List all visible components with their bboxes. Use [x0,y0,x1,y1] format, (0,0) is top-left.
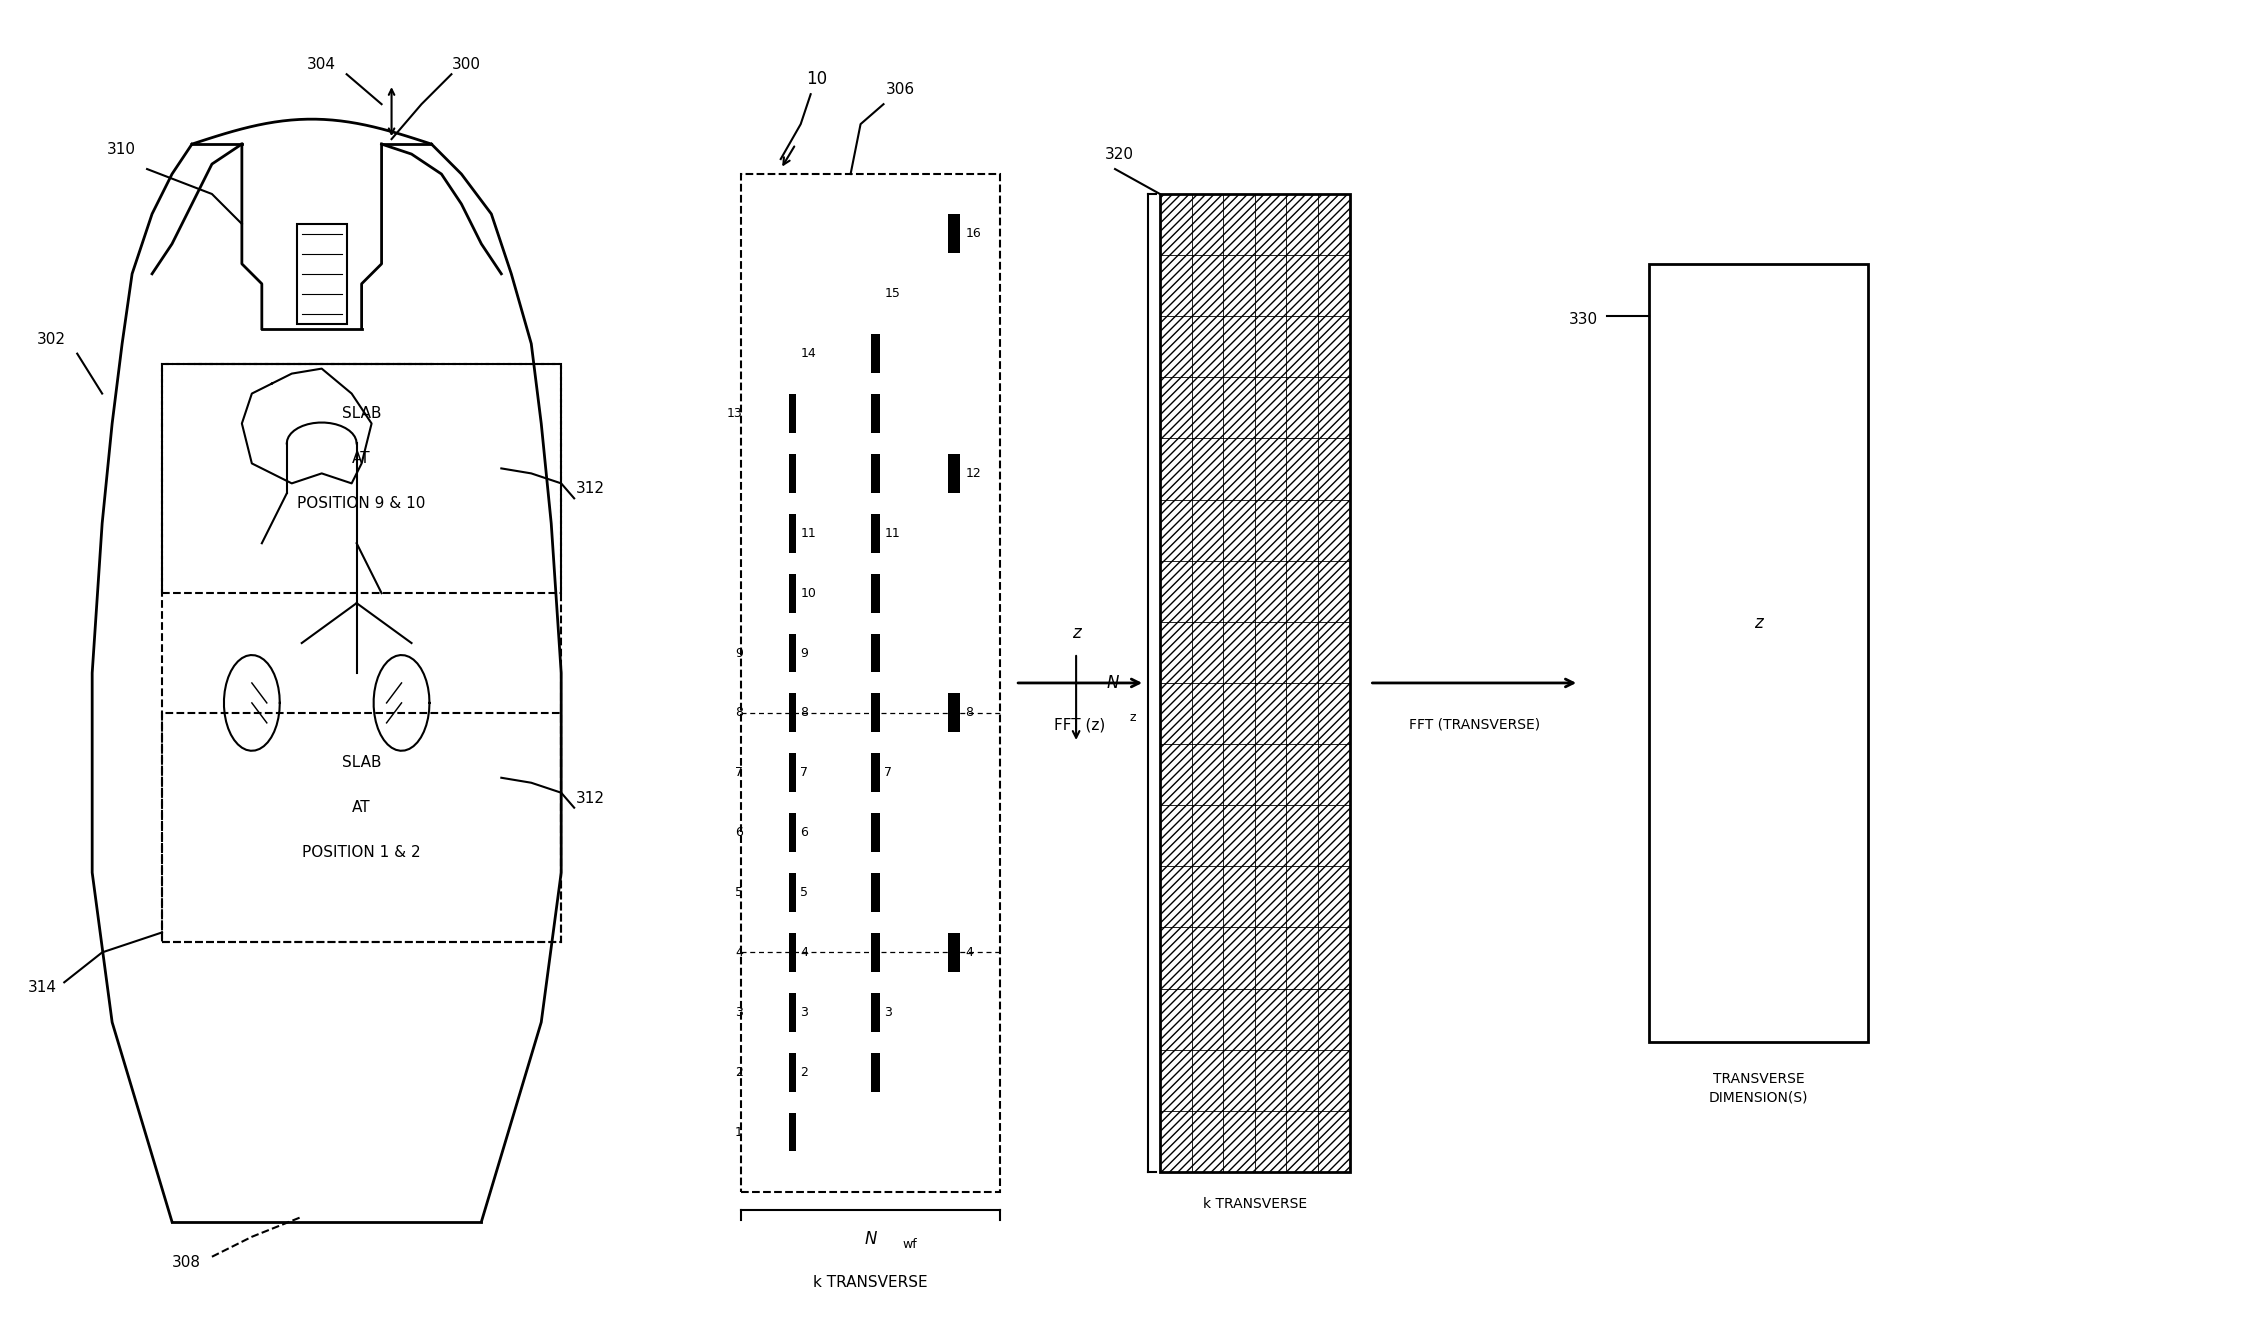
Text: SLAB: SLAB [341,755,382,770]
Text: 10: 10 [800,586,816,599]
Bar [1648,263,1868,1043]
Text: 308: 308 [172,1254,201,1270]
Text: 11: 11 [884,527,900,540]
Text: 7: 7 [800,766,807,779]
Text: 4: 4 [965,946,974,959]
Bar [870,1053,880,1091]
Bar [789,1113,796,1151]
Text: 7: 7 [884,766,893,779]
Text: N: N [864,1230,877,1248]
Bar [870,335,880,373]
Bar [789,513,796,553]
Bar [870,513,880,553]
Text: 312: 312 [577,482,606,496]
Bar [789,693,796,733]
Bar [870,394,880,433]
Text: FFT (z): FFT (z) [1054,718,1106,733]
Text: 300: 300 [452,57,479,73]
Text: 314: 314 [27,980,57,995]
Text: TRANSVERSE
DIMENSION(S): TRANSVERSE DIMENSION(S) [1709,1072,1809,1105]
Bar [789,1053,796,1091]
Text: 5: 5 [735,886,744,900]
Bar [870,574,880,613]
Bar [789,394,796,433]
Text: 3: 3 [884,1005,893,1019]
Bar [1160,194,1350,1172]
Bar [870,753,880,792]
Text: 15: 15 [884,287,900,300]
Text: k TRANSVERSE: k TRANSVERSE [814,1274,927,1290]
Text: 2: 2 [735,1065,744,1078]
Text: 9: 9 [800,647,807,660]
Bar [870,454,880,493]
Bar [870,992,880,1032]
Text: 14: 14 [800,347,816,360]
Bar [789,753,796,792]
Text: 1: 1 [735,1126,744,1139]
Bar [789,454,796,493]
Text: 9: 9 [735,647,744,660]
Text: 310: 310 [106,142,136,157]
Text: N: N [1108,673,1119,692]
Text: 11: 11 [800,527,816,540]
Text: 302: 302 [36,332,66,347]
Bar [870,873,880,912]
Text: 13: 13 [728,407,744,419]
Text: 312: 312 [577,791,606,806]
Text: 304: 304 [307,57,335,73]
Text: POSITION 1 & 2: POSITION 1 & 2 [303,845,421,860]
Text: 4: 4 [800,946,807,959]
Bar [789,634,796,672]
Text: k TRANSVERSE: k TRANSVERSE [1203,1197,1307,1211]
Bar [296,224,346,324]
Bar [870,933,880,972]
Text: 306: 306 [886,82,916,97]
Bar [870,634,880,672]
Text: POSITION 9 & 10: POSITION 9 & 10 [298,496,425,511]
Bar [789,574,796,613]
Bar [870,693,880,733]
Text: 3: 3 [800,1005,807,1019]
Text: 6: 6 [735,826,744,839]
Bar [870,814,880,852]
Text: z: z [1755,614,1764,632]
Text: 5: 5 [800,886,807,900]
Text: 330: 330 [1569,312,1599,327]
Bar [789,814,796,852]
Text: 2: 2 [800,1065,807,1078]
Text: 3: 3 [735,1005,744,1019]
Bar [789,992,796,1032]
Text: 16: 16 [965,228,981,241]
Bar [163,364,561,593]
Text: 320: 320 [1106,147,1135,161]
Text: z: z [1072,624,1081,642]
Text: SLAB: SLAB [341,406,382,421]
Bar [789,873,796,912]
Text: 12: 12 [965,467,981,480]
Bar [947,693,959,733]
Bar [947,454,959,493]
Text: AT: AT [353,451,371,466]
Bar [163,713,561,942]
Text: z: z [1130,712,1137,725]
Text: 4: 4 [735,946,744,959]
Text: 8: 8 [735,706,744,720]
Text: FFT (TRANSVERSE): FFT (TRANSVERSE) [1409,718,1540,732]
Text: wf: wf [902,1238,918,1250]
Text: 8: 8 [800,706,807,720]
Bar [742,175,999,1192]
Text: 8: 8 [965,706,974,720]
Bar [163,364,561,942]
Text: 7: 7 [735,766,744,779]
Text: 6: 6 [800,826,807,839]
Text: 10: 10 [805,70,828,89]
Text: AT: AT [353,800,371,815]
Bar [947,214,959,254]
Bar [789,933,796,972]
Bar [947,933,959,972]
